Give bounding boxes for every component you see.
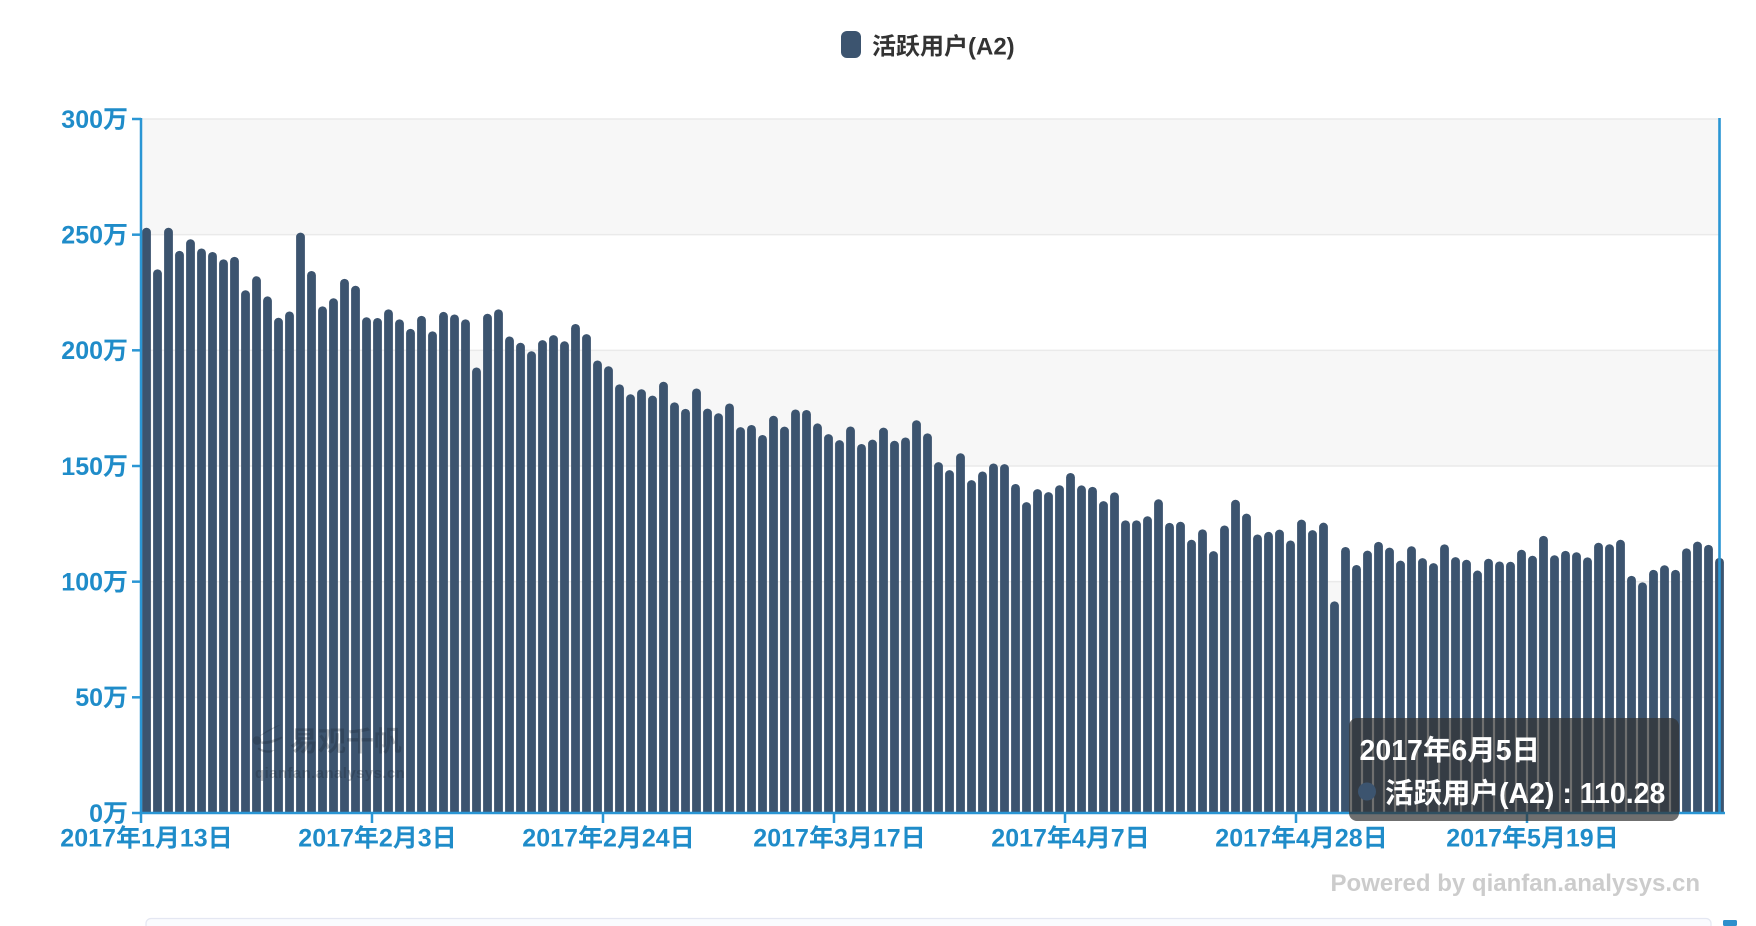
svg-text:17: 17 [873,825,901,853]
svg-text:7: 7 [1111,825,1125,853]
svg-text:qianfan.analysys.cn: qianfan.analysys.cn [255,765,405,782]
svg-text:2017: 2017 [1360,735,1423,767]
svg-text:300: 300 [61,106,103,134]
svg-text:24: 24 [642,825,670,853]
svg-text:100: 100 [61,569,103,597]
svg-text:250: 250 [61,222,103,250]
svg-text:2017: 2017 [991,825,1047,853]
svg-text:200: 200 [61,337,103,365]
svg-text:2: 2 [379,825,393,853]
svg-text:2017: 2017 [1446,825,1502,853]
svg-text:2017: 2017 [298,825,354,853]
svg-text:1: 1 [141,825,155,853]
svg-text:19: 19 [1566,825,1594,853]
svg-text:2017: 2017 [60,825,116,853]
svg-text:4: 4 [1296,825,1310,853]
svg-text:(A2): (A2) [968,34,1015,61]
svg-text:Powered by qianfan.analysys.cn: Powered by qianfan.analysys.cn [1331,870,1700,897]
svg-text:3: 3 [418,825,432,853]
svg-text:2017: 2017 [1215,825,1271,853]
svg-text:13: 13 [180,825,208,853]
svg-text:28: 28 [1335,825,1363,853]
svg-text:(A2) : 110.28: (A2) : 110.28 [1499,778,1665,810]
svg-text:50: 50 [75,684,103,712]
svg-text:5: 5 [1527,825,1541,853]
svg-text:5: 5 [1496,735,1512,767]
svg-text:3: 3 [834,825,848,853]
svg-text:4: 4 [1072,825,1086,853]
svg-text:6: 6 [1451,735,1467,767]
svg-text:0: 0 [89,800,103,828]
svg-text:2017: 2017 [753,825,809,853]
svg-text:2: 2 [603,825,617,853]
svg-text:2017: 2017 [522,825,578,853]
svg-text:150: 150 [61,453,103,481]
